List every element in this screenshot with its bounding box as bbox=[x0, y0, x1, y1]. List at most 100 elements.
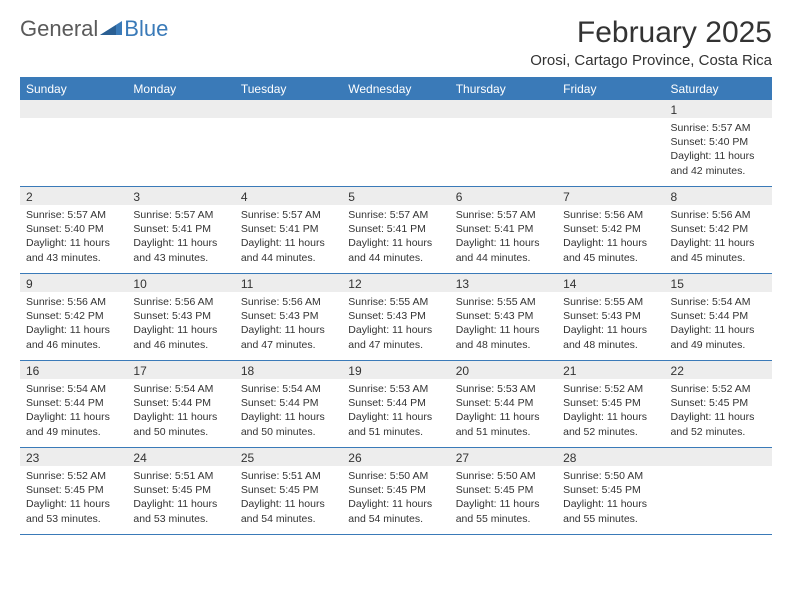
calendar-week: 9Sunrise: 5:56 AMSunset: 5:42 PMDaylight… bbox=[20, 274, 772, 361]
day-number: 17 bbox=[127, 361, 234, 379]
cell-body: Sunrise: 5:54 AMSunset: 5:44 PMDaylight:… bbox=[20, 379, 127, 445]
daylight-text: Daylight: 11 hours and 47 minutes. bbox=[348, 323, 443, 351]
daylight-text: Daylight: 11 hours and 51 minutes. bbox=[348, 410, 443, 438]
cell-body: Sunrise: 5:57 AMSunset: 5:40 PMDaylight:… bbox=[20, 205, 127, 271]
calendar-cell: 4Sunrise: 5:57 AMSunset: 5:41 PMDaylight… bbox=[235, 187, 342, 273]
day-header: Thursday bbox=[450, 78, 557, 100]
cell-body bbox=[127, 118, 234, 127]
day-number bbox=[557, 100, 664, 118]
daylight-text: Daylight: 11 hours and 43 minutes. bbox=[133, 236, 228, 264]
sunrise-text: Sunrise: 5:50 AM bbox=[563, 469, 658, 483]
daylight-text: Daylight: 11 hours and 49 minutes. bbox=[26, 410, 121, 438]
day-header-row: Sunday Monday Tuesday Wednesday Thursday… bbox=[20, 78, 772, 100]
daylight-text: Daylight: 11 hours and 53 minutes. bbox=[26, 497, 121, 525]
sunset-text: Sunset: 5:44 PM bbox=[26, 396, 121, 410]
cell-body: Sunrise: 5:52 AMSunset: 5:45 PMDaylight:… bbox=[665, 379, 772, 445]
calendar-cell: 21Sunrise: 5:52 AMSunset: 5:45 PMDayligh… bbox=[557, 361, 664, 447]
sunrise-text: Sunrise: 5:57 AM bbox=[348, 208, 443, 222]
daylight-text: Daylight: 11 hours and 49 minutes. bbox=[671, 323, 766, 351]
cell-body: Sunrise: 5:54 AMSunset: 5:44 PMDaylight:… bbox=[235, 379, 342, 445]
sunrise-text: Sunrise: 5:51 AM bbox=[133, 469, 228, 483]
sunrise-text: Sunrise: 5:57 AM bbox=[26, 208, 121, 222]
calendar-cell: 1Sunrise: 5:57 AMSunset: 5:40 PMDaylight… bbox=[665, 100, 772, 186]
day-number bbox=[20, 100, 127, 118]
calendar-week: 1Sunrise: 5:57 AMSunset: 5:40 PMDaylight… bbox=[20, 100, 772, 187]
day-number: 28 bbox=[557, 448, 664, 466]
day-number: 9 bbox=[20, 274, 127, 292]
sunrise-text: Sunrise: 5:56 AM bbox=[241, 295, 336, 309]
calendar-cell: 8Sunrise: 5:56 AMSunset: 5:42 PMDaylight… bbox=[665, 187, 772, 273]
logo: General Blue bbox=[20, 16, 168, 42]
cell-body: Sunrise: 5:56 AMSunset: 5:42 PMDaylight:… bbox=[557, 205, 664, 271]
day-number: 20 bbox=[450, 361, 557, 379]
cell-body: Sunrise: 5:56 AMSunset: 5:42 PMDaylight:… bbox=[665, 205, 772, 271]
day-number: 21 bbox=[557, 361, 664, 379]
daylight-text: Daylight: 11 hours and 44 minutes. bbox=[456, 236, 551, 264]
day-header: Wednesday bbox=[342, 78, 449, 100]
sunrise-text: Sunrise: 5:57 AM bbox=[456, 208, 551, 222]
sunset-text: Sunset: 5:43 PM bbox=[563, 309, 658, 323]
cell-body: Sunrise: 5:57 AMSunset: 5:41 PMDaylight:… bbox=[235, 205, 342, 271]
calendar-cell: 27Sunrise: 5:50 AMSunset: 5:45 PMDayligh… bbox=[450, 448, 557, 534]
logo-triangle-icon bbox=[100, 19, 122, 40]
cell-body: Sunrise: 5:54 AMSunset: 5:44 PMDaylight:… bbox=[665, 292, 772, 358]
cell-body: Sunrise: 5:57 AMSunset: 5:41 PMDaylight:… bbox=[342, 205, 449, 271]
daylight-text: Daylight: 11 hours and 51 minutes. bbox=[456, 410, 551, 438]
day-number: 10 bbox=[127, 274, 234, 292]
day-number: 2 bbox=[20, 187, 127, 205]
calendar-cell bbox=[127, 100, 234, 186]
sunset-text: Sunset: 5:42 PM bbox=[26, 309, 121, 323]
calendar-cell: 7Sunrise: 5:56 AMSunset: 5:42 PMDaylight… bbox=[557, 187, 664, 273]
calendar-cell: 2Sunrise: 5:57 AMSunset: 5:40 PMDaylight… bbox=[20, 187, 127, 273]
day-number: 26 bbox=[342, 448, 449, 466]
day-number: 1 bbox=[665, 100, 772, 118]
day-number bbox=[342, 100, 449, 118]
sunrise-text: Sunrise: 5:56 AM bbox=[563, 208, 658, 222]
cell-body: Sunrise: 5:53 AMSunset: 5:44 PMDaylight:… bbox=[342, 379, 449, 445]
title-block: February 2025 Orosi, Cartago Province, C… bbox=[530, 16, 772, 69]
cell-body: Sunrise: 5:57 AMSunset: 5:40 PMDaylight:… bbox=[665, 118, 772, 184]
calendar-cell bbox=[665, 448, 772, 534]
daylight-text: Daylight: 11 hours and 48 minutes. bbox=[456, 323, 551, 351]
calendar-week: 2Sunrise: 5:57 AMSunset: 5:40 PMDaylight… bbox=[20, 187, 772, 274]
cell-body: Sunrise: 5:51 AMSunset: 5:45 PMDaylight:… bbox=[235, 466, 342, 532]
calendar-cell: 28Sunrise: 5:50 AMSunset: 5:45 PMDayligh… bbox=[557, 448, 664, 534]
cell-body: Sunrise: 5:55 AMSunset: 5:43 PMDaylight:… bbox=[450, 292, 557, 358]
sunrise-text: Sunrise: 5:50 AM bbox=[456, 469, 551, 483]
daylight-text: Daylight: 11 hours and 48 minutes. bbox=[563, 323, 658, 351]
daylight-text: Daylight: 11 hours and 52 minutes. bbox=[671, 410, 766, 438]
cell-body bbox=[235, 118, 342, 127]
sunrise-text: Sunrise: 5:56 AM bbox=[26, 295, 121, 309]
day-number: 11 bbox=[235, 274, 342, 292]
sunrise-text: Sunrise: 5:52 AM bbox=[563, 382, 658, 396]
sunset-text: Sunset: 5:45 PM bbox=[348, 483, 443, 497]
calendar: Sunday Monday Tuesday Wednesday Thursday… bbox=[20, 78, 772, 535]
sunset-text: Sunset: 5:44 PM bbox=[348, 396, 443, 410]
day-header: Friday bbox=[557, 78, 664, 100]
calendar-cell: 9 Sunrise: 5:56 AMSunset: 5:42 PMDaylight… bbox=[20, 274, 127, 360]
sunset-text: Sunset: 5:44 PM bbox=[133, 396, 228, 410]
day-header: Sunday bbox=[20, 78, 127, 100]
calendar-cell bbox=[342, 100, 449, 186]
sunset-text: Sunset: 5:44 PM bbox=[456, 396, 551, 410]
day-number: 8 bbox=[665, 187, 772, 205]
day-header: Saturday bbox=[665, 78, 772, 100]
day-number bbox=[235, 100, 342, 118]
daylight-text: Daylight: 11 hours and 47 minutes. bbox=[241, 323, 336, 351]
calendar-cell: 10Sunrise: 5:56 AMSunset: 5:43 PMDayligh… bbox=[127, 274, 234, 360]
cell-body: Sunrise: 5:50 AMSunset: 5:45 PMDaylight:… bbox=[342, 466, 449, 532]
calendar-cell: 11Sunrise: 5:56 AMSunset: 5:43 PMDayligh… bbox=[235, 274, 342, 360]
daylight-text: Daylight: 11 hours and 46 minutes. bbox=[26, 323, 121, 351]
cell-body: Sunrise: 5:50 AMSunset: 5:45 PMDaylight:… bbox=[557, 466, 664, 532]
sunrise-text: Sunrise: 5:56 AM bbox=[671, 208, 766, 222]
cell-body: Sunrise: 5:53 AMSunset: 5:44 PMDaylight:… bbox=[450, 379, 557, 445]
calendar-cell: 17Sunrise: 5:54 AMSunset: 5:44 PMDayligh… bbox=[127, 361, 234, 447]
calendar-cell: 5Sunrise: 5:57 AMSunset: 5:41 PMDaylight… bbox=[342, 187, 449, 273]
cell-body: Sunrise: 5:51 AMSunset: 5:45 PMDaylight:… bbox=[127, 466, 234, 532]
cell-body bbox=[342, 118, 449, 127]
cell-body: Sunrise: 5:52 AMSunset: 5:45 PMDaylight:… bbox=[557, 379, 664, 445]
cell-body bbox=[557, 118, 664, 127]
day-number bbox=[127, 100, 234, 118]
day-number: 13 bbox=[450, 274, 557, 292]
day-number: 19 bbox=[342, 361, 449, 379]
